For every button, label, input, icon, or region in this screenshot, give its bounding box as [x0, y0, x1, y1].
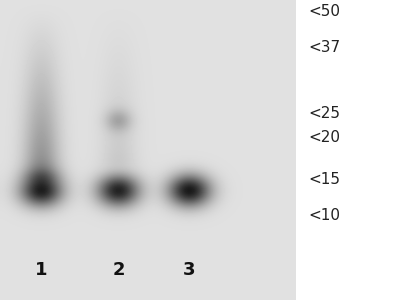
Text: <20: <20	[308, 130, 340, 146]
Text: <10: <10	[308, 208, 340, 224]
Text: <15: <15	[308, 172, 340, 188]
Text: <50: <50	[308, 4, 340, 20]
Text: <37: <37	[308, 40, 340, 56]
Text: 2: 2	[112, 261, 125, 279]
Text: <25: <25	[308, 106, 340, 122]
Text: 3: 3	[183, 261, 196, 279]
Text: 1: 1	[35, 261, 48, 279]
